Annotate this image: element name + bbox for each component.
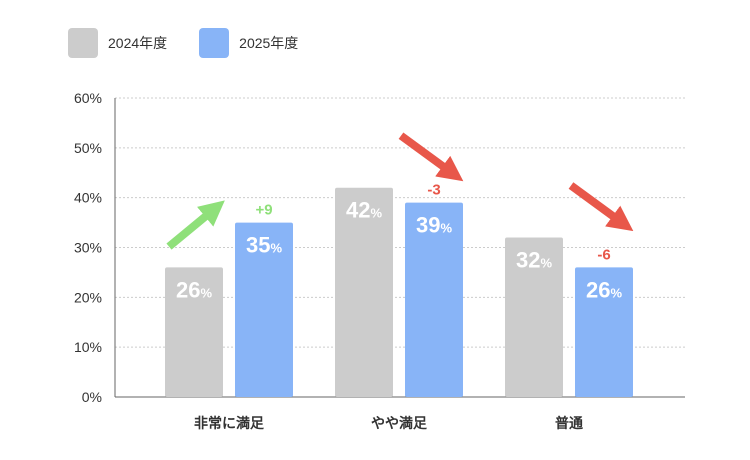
change-arrow-down bbox=[568, 182, 634, 232]
legend-swatch-2024 bbox=[68, 28, 98, 58]
change-arrow-up bbox=[166, 200, 225, 250]
y-tick-label: 0% bbox=[82, 389, 102, 405]
bar-2024 bbox=[505, 237, 563, 397]
y-tick-label: 30% bbox=[74, 240, 102, 256]
x-category-label: 非常に満足 bbox=[194, 415, 265, 431]
legend-label-2024: 2024年度 bbox=[108, 35, 168, 51]
y-tick-label: 60% bbox=[74, 90, 102, 106]
data-label: 32% bbox=[516, 248, 552, 273]
bar-2024 bbox=[335, 187, 393, 397]
data-label: 39% bbox=[416, 213, 452, 238]
y-tick-label: 50% bbox=[74, 140, 102, 156]
y-tick-label: 40% bbox=[74, 190, 102, 206]
x-category-label: 普通 bbox=[555, 415, 583, 431]
legend-swatch-2025 bbox=[199, 28, 230, 58]
legend-label-2025: 2025年度 bbox=[239, 35, 299, 51]
change-label: -3 bbox=[427, 182, 440, 199]
y-tick-label: 10% bbox=[74, 339, 102, 355]
data-label: 26% bbox=[586, 277, 622, 302]
data-label: 26% bbox=[176, 277, 212, 302]
legend: 2024年度 2025年度 bbox=[68, 28, 330, 58]
bar-2024 bbox=[165, 267, 223, 397]
change-label: -6 bbox=[597, 246, 610, 263]
legend-item-2024: 2024年度 bbox=[68, 28, 167, 58]
y-tick-label: 20% bbox=[74, 289, 102, 305]
change-arrow-down bbox=[398, 132, 464, 182]
x-category-label: やや満足 bbox=[371, 415, 428, 431]
legend-item-2025: 2025年度 bbox=[199, 28, 298, 58]
bar-2025 bbox=[405, 202, 463, 397]
change-label: +9 bbox=[255, 202, 272, 219]
data-label: 42% bbox=[346, 198, 382, 223]
bar-2025 bbox=[235, 222, 293, 397]
data-label: 35% bbox=[246, 233, 282, 258]
bar-2025 bbox=[575, 267, 633, 397]
